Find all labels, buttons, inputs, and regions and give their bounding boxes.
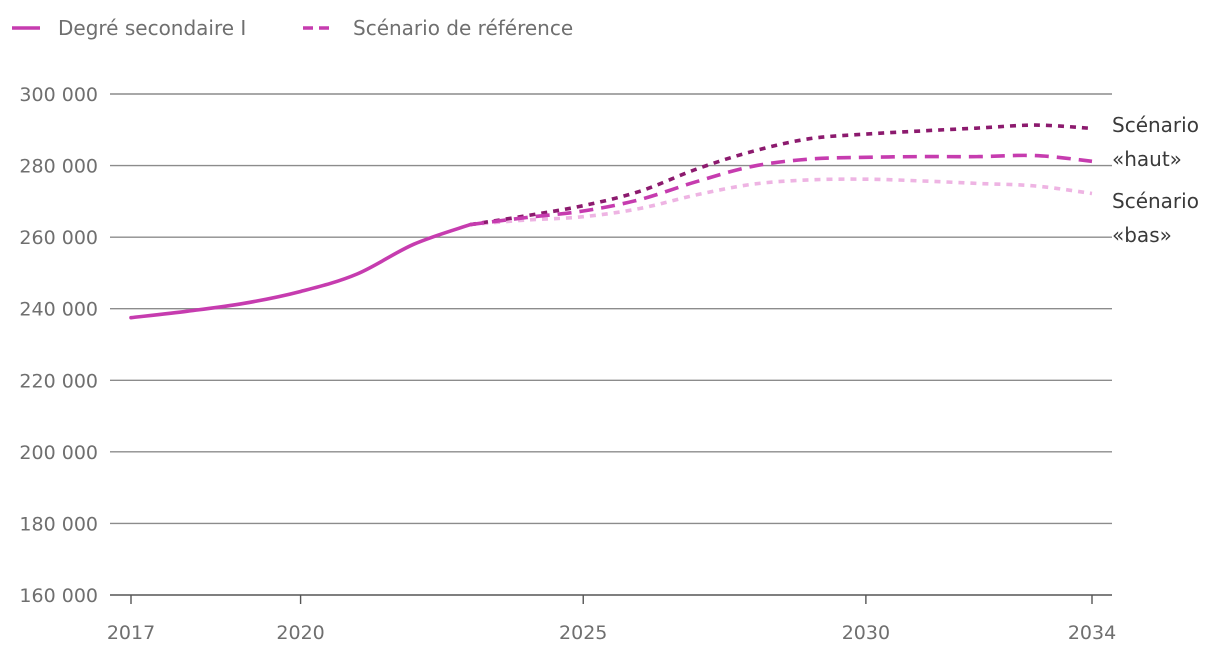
legend: Degré secondaire I Scénario de référence <box>12 16 573 40</box>
annotation-bas-line1: Scénario <box>1112 189 1199 213</box>
annotation-haut-line2: «haut» <box>1112 147 1182 171</box>
annotation-haut-line1: Scénario <box>1112 113 1199 137</box>
series-sc-nario-haut <box>469 123 1093 227</box>
series-degr-secondaire-i <box>129 222 472 320</box>
x-axis <box>130 595 1093 604</box>
x-tick-label: 2034 <box>1068 622 1116 644</box>
x-tick-label: 2025 <box>559 622 607 644</box>
gridlines <box>110 93 1112 596</box>
y-axis-labels: 160 000 180 000 200 000 220 000 240 000 260 0… <box>19 84 98 607</box>
y-tick-label: 160 000 <box>19 585 98 607</box>
y-tick-label: 300 000 <box>19 84 98 106</box>
x-tick-label: 2030 <box>842 622 890 644</box>
x-axis-labels: 2017 2020 2025 2030 2034 <box>107 622 1116 644</box>
y-tick-label: 220 000 <box>19 370 98 392</box>
series-lines <box>129 123 1093 320</box>
annotation-bas-line2: «bas» <box>1112 223 1172 247</box>
series-sc-nario-de-r-f-rence <box>469 153 1093 227</box>
y-tick-label: 280 000 <box>19 156 98 178</box>
x-tick-label: 2020 <box>276 622 324 644</box>
y-tick-label: 180 000 <box>19 513 98 535</box>
y-tick-label: 240 000 <box>19 299 98 321</box>
series-sc-nario-bas <box>470 177 1093 227</box>
legend-label-scenario-reference: Scénario de référence <box>353 16 573 40</box>
x-tick-label: 2017 <box>107 622 155 644</box>
y-tick-label: 260 000 <box>19 227 98 249</box>
legend-label-degre-secondaire: Degré secondaire I <box>58 16 246 40</box>
y-tick-label: 200 000 <box>19 442 98 464</box>
annotations: Scénario «haut» Scénario «bas» <box>1112 113 1199 247</box>
